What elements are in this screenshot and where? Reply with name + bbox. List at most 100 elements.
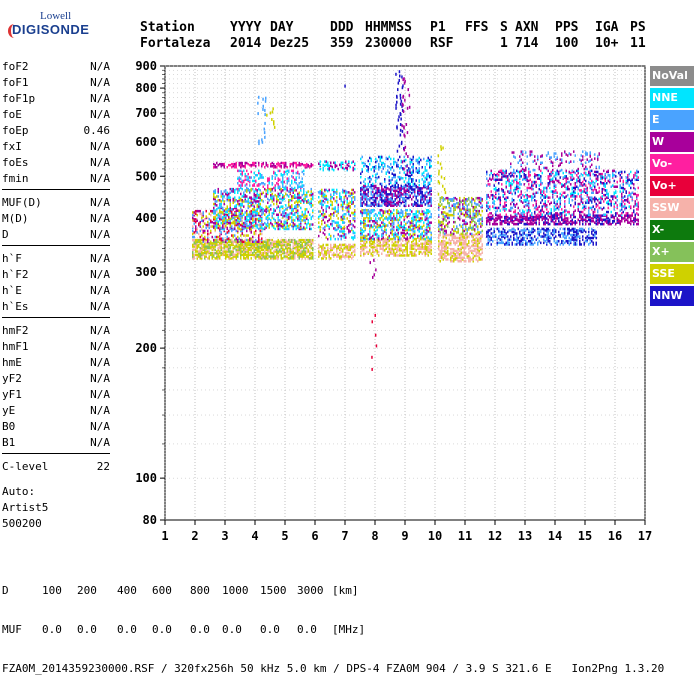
echo-point — [332, 220, 334, 223]
echo-point — [192, 211, 194, 214]
echo-point — [270, 222, 272, 225]
echo-point — [353, 250, 355, 253]
echo-point — [456, 206, 458, 209]
echo-point — [411, 217, 413, 220]
echo-point — [465, 228, 467, 231]
echo-point — [351, 162, 353, 165]
echo-point — [423, 213, 425, 216]
echo-point — [252, 198, 254, 201]
echo-point — [230, 222, 232, 225]
echo-point — [209, 255, 211, 257]
echo-point — [306, 200, 308, 203]
echo-point — [543, 242, 545, 245]
echo-point — [198, 222, 200, 225]
echo-point — [458, 260, 460, 263]
echo-point — [321, 189, 323, 192]
echo-point — [228, 222, 230, 225]
echo-point — [194, 236, 196, 239]
echo-point — [405, 209, 407, 212]
echo-point — [426, 199, 428, 202]
echo-point — [533, 228, 535, 231]
echo-point — [254, 221, 256, 224]
echo-point — [353, 160, 355, 163]
echo-point — [431, 246, 433, 249]
echo-point — [207, 250, 209, 253]
echo-point — [459, 218, 461, 221]
echo-point — [243, 241, 245, 244]
echo-point — [252, 202, 254, 205]
echo-point — [285, 212, 287, 215]
echo-point — [221, 195, 223, 198]
echo-point — [207, 245, 209, 248]
echo-point — [347, 191, 349, 194]
echo-point — [477, 213, 479, 216]
echo-point — [327, 244, 329, 247]
echo-point — [255, 162, 257, 165]
echo-point — [402, 239, 404, 242]
echo-point — [360, 176, 362, 179]
echo-point — [407, 209, 409, 212]
echo-point — [320, 168, 322, 171]
echo-point — [453, 235, 455, 238]
echo-point — [339, 230, 341, 233]
echo-point — [347, 167, 349, 170]
echo-point — [318, 191, 320, 194]
echo-point — [305, 257, 307, 260]
echo-point — [296, 182, 298, 185]
echo-point — [401, 221, 403, 224]
echo-point — [555, 235, 557, 238]
echo-point — [420, 243, 422, 246]
echo-point — [377, 190, 379, 193]
echo-point — [441, 211, 443, 214]
echo-point — [387, 205, 389, 208]
echo-point — [372, 220, 374, 223]
echo-point — [309, 239, 311, 242]
echo-point — [383, 241, 385, 244]
echo-point — [339, 235, 341, 238]
echo-point — [309, 228, 311, 231]
echo-point — [419, 235, 421, 238]
echo-point — [423, 158, 425, 161]
echo-point — [212, 221, 214, 224]
echo-point — [335, 191, 337, 194]
echo-point — [405, 199, 407, 202]
echo-point — [222, 198, 224, 201]
echo-point — [354, 254, 356, 257]
echo-point — [431, 160, 433, 163]
echo-point — [405, 174, 407, 177]
echo-point — [335, 206, 337, 209]
echo-point — [384, 249, 386, 252]
echo-point — [251, 196, 253, 199]
echo-point — [245, 200, 247, 203]
echo-point — [398, 176, 400, 179]
echo-point — [209, 233, 211, 236]
echo-point — [339, 252, 341, 255]
echo-point — [266, 252, 268, 255]
echo-point — [464, 202, 466, 205]
echo-point — [425, 192, 427, 195]
echo-point — [200, 247, 202, 250]
echo-point — [225, 233, 227, 236]
echo-point — [237, 209, 239, 212]
echo-point — [431, 193, 433, 196]
echo-point — [348, 205, 350, 208]
echo-point — [228, 244, 230, 247]
echo-point — [342, 235, 344, 238]
echo-point — [423, 243, 425, 246]
echo-point — [342, 191, 344, 194]
echo-point — [267, 184, 269, 187]
echo-point — [255, 165, 257, 168]
echo-point — [192, 225, 194, 228]
echo-point — [197, 239, 199, 242]
echo-point — [366, 165, 368, 168]
echo-point — [234, 254, 236, 257]
echo-point — [506, 242, 508, 245]
echo-point — [291, 170, 293, 173]
echo-point — [201, 217, 203, 220]
echo-point — [429, 227, 431, 230]
echo-point — [327, 168, 329, 171]
echo-point — [324, 213, 326, 216]
echo-point — [246, 218, 248, 221]
echo-point — [453, 258, 455, 261]
echo-point — [459, 199, 461, 202]
